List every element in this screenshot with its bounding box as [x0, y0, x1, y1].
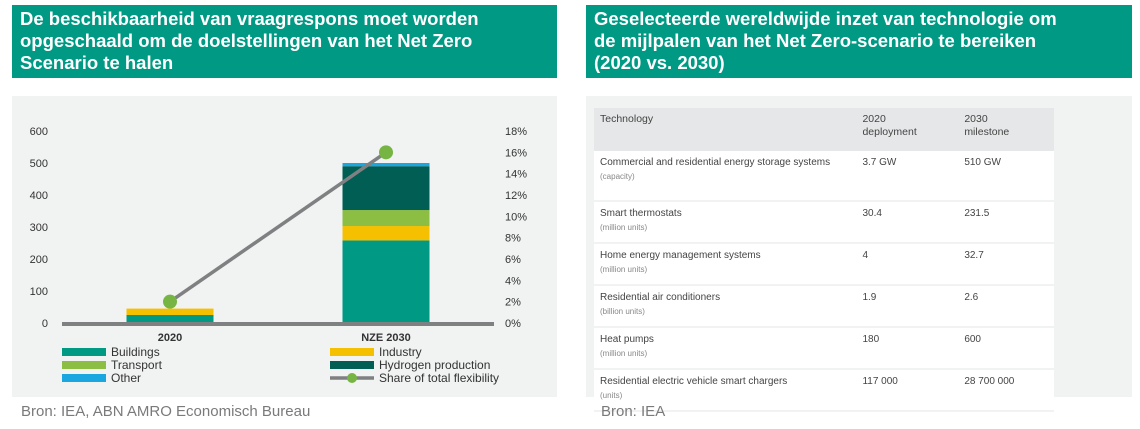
technology-unit: (million units): [600, 223, 648, 232]
header-2030: 2030 milestone: [958, 108, 1054, 151]
legend-label: Hydrogen production: [379, 358, 490, 372]
value-2020: 1.9: [856, 285, 959, 328]
right-title: Geselecteerde wereldwijde inzet van tech…: [586, 5, 1132, 78]
table-row: Home energy management systems (million u…: [594, 243, 1054, 286]
technology-name: Heat pumps: [600, 334, 654, 345]
left-title: De beschikbaarheid van vraagrespons moet…: [12, 5, 557, 78]
bar-segment: [342, 210, 430, 227]
right-title-line: (2020 vs. 2030): [594, 52, 725, 73]
technology-name: Home energy management systems: [600, 250, 761, 261]
value-2030: 231.5: [958, 201, 1054, 244]
value-2030: 32.7: [958, 243, 1054, 286]
value-2020: 3.7 GW: [856, 151, 959, 202]
legend-label: Transport: [111, 358, 163, 372]
left-title-line: De beschikbaarheid van vraagrespons moet…: [20, 8, 479, 29]
y2-tick-label: 0%: [505, 318, 521, 330]
y2-tick-label: 18%: [505, 126, 527, 138]
y2-tick-label: 8%: [505, 233, 521, 245]
technology-name: Smart thermostats: [600, 208, 682, 219]
y-tick-label: 200: [30, 254, 48, 266]
table-row: Heat pumps (million units) 180 600: [594, 327, 1054, 370]
technology-cell: Residential electric vehicle smart charg…: [594, 369, 857, 412]
bar-segment: [126, 315, 214, 323]
legend-swatch: [62, 348, 106, 356]
legend-swatch: [330, 348, 374, 356]
y-tick-label: 0: [42, 318, 48, 330]
technology-cell: Heat pumps (million units): [594, 327, 857, 370]
y2-tick-label: 14%: [505, 169, 527, 181]
y2-tick-label: 10%: [505, 211, 527, 223]
technology-unit: (million units): [600, 265, 648, 274]
legend-label: Buildings: [111, 345, 160, 359]
header-2020: 2020 deployment: [856, 108, 959, 151]
technology-name: Residential air conditioners: [600, 292, 721, 303]
value-2020: 4: [856, 243, 959, 286]
table-row: Residential electric vehicle smart charg…: [594, 369, 1054, 412]
bar-segment: [342, 240, 430, 323]
table-row: Residential air conditioners (billion uni…: [594, 285, 1054, 328]
technology-name: Commercial and residential energy storag…: [600, 157, 831, 168]
right-panel: Geselecteerde wereldwijde inzet van tech…: [586, 0, 1140, 429]
technology-unit: (capacity): [600, 172, 635, 181]
value-2030: 2.6: [958, 285, 1054, 328]
left-title-line: Scenario te halen: [20, 52, 174, 73]
share-marker: [379, 145, 393, 160]
x-tick-label: 2020: [158, 332, 182, 344]
legend-swatch: [330, 361, 374, 369]
value-2030: 28 700 000: [958, 369, 1054, 412]
value-2020: 117 000: [856, 369, 959, 412]
y-tick-label: 500: [30, 158, 48, 170]
bar-segment: [126, 308, 214, 315]
bar-segment: [342, 163, 430, 167]
y-tick-label: 600: [30, 126, 48, 138]
bar-segment: [342, 226, 430, 241]
legend-marker-swatch: [347, 373, 357, 383]
demand-response-chart: 600 500 400 300 200 100 0 18% 16% 14% 12% 10% 8% 6% 4%…: [30, 126, 528, 385]
right-source: Bron: IEA: [601, 403, 666, 420]
share-marker: [163, 294, 177, 309]
left-source: Bron: IEA, ABN AMRO Economisch Bureau: [21, 403, 311, 420]
chart-background: [12, 96, 557, 397]
table-header-row: Technology 2020 deployment 2030 mileston…: [594, 108, 1054, 151]
y2-tick-label: 2%: [505, 297, 521, 309]
left-panel: De beschikbaarheid van vraagrespons moet…: [0, 0, 560, 429]
y-tick-label: 400: [30, 190, 48, 202]
technology-unit: (units): [600, 391, 623, 400]
legend-label: Industry: [379, 345, 422, 359]
technology-table: Technology 2020 deployment 2030 mileston…: [594, 108, 1054, 412]
y-tick-label: 300: [30, 222, 48, 234]
legend-swatch: [62, 361, 106, 369]
value-2030: 600: [958, 327, 1054, 370]
legend-label: Share of total flexibility: [379, 371, 499, 385]
technology-cell: Smart thermostats (million units): [594, 201, 857, 244]
technology-unit: (million units): [600, 349, 648, 358]
right-title-line: Geselecteerde wereldwijde inzet van tech…: [594, 8, 1057, 29]
y2-tick-label: 12%: [505, 190, 527, 202]
x-tick-label: NZE 2030: [361, 332, 411, 344]
technology-name: Residential electric vehicle smart charg…: [600, 376, 788, 387]
technology-cell: Home energy management systems (million u…: [594, 243, 857, 286]
value-2020: 180: [856, 327, 959, 370]
table-row: Commercial and residential energy storag…: [594, 151, 1054, 202]
left-title-line: opgeschaald om de doelstellingen van het…: [20, 30, 473, 51]
right-title-line: de mijlpalen van het Net Zero-scenario t…: [594, 30, 1037, 51]
legend-swatch: [62, 374, 106, 382]
technology-cell: Commercial and residential energy storag…: [594, 151, 857, 202]
value-2030: 510 GW: [958, 151, 1054, 202]
technology-cell: Residential air conditioners (billion uni…: [594, 285, 857, 328]
header-technology: Technology: [594, 108, 857, 151]
share-line: [169, 150, 387, 304]
legend-label: Other: [111, 371, 141, 385]
y2-tick-label: 6%: [505, 254, 521, 266]
y2-tick-label: 16%: [505, 147, 527, 159]
y2-tick-label: 4%: [505, 275, 521, 287]
technology-unit: (billion units): [600, 307, 645, 316]
y-tick-label: 100: [30, 286, 48, 298]
value-2020: 30.4: [856, 201, 959, 244]
table-row: Smart thermostats (million units) 30.4 231.…: [594, 201, 1054, 244]
